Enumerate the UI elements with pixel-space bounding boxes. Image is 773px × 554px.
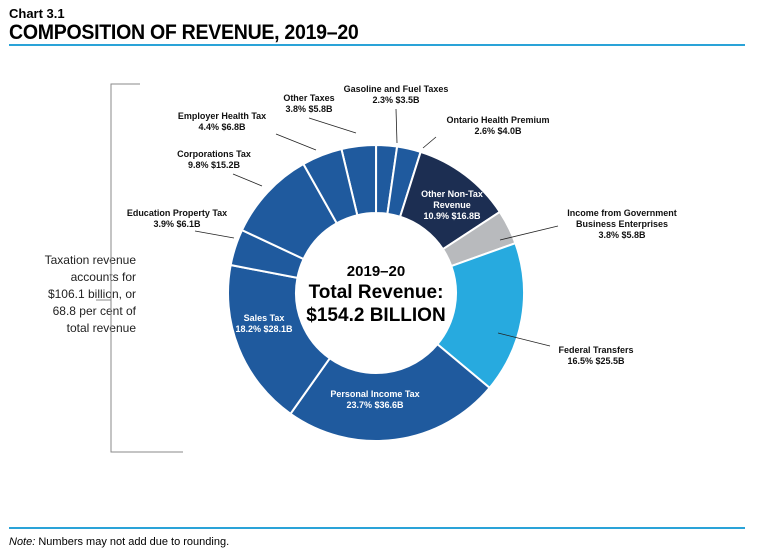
leader-line-corporations-tax xyxy=(232,173,263,187)
leader-line-other-taxes xyxy=(308,117,357,134)
side-note-line: $106.1 billion, or xyxy=(47,287,136,301)
taxation-bracket xyxy=(96,83,183,453)
chart-title: COMPOSITION OF REVENUE, 2019–20 xyxy=(9,21,359,44)
slice-label-sales-tax: Sales Tax 18.2% $28.1B xyxy=(235,313,293,334)
slice-label-other-non-tax-revenue: Other Non-Tax Revenue 10.9% $16.8B xyxy=(421,189,483,221)
leader-line-income-from-government-business-enterprises xyxy=(499,225,559,241)
slice-label-other-taxes: Other Taxes 3.8% $5.8B xyxy=(283,93,334,114)
leader-line-employer-health-tax xyxy=(275,133,317,151)
side-note-line: total revenue xyxy=(66,321,136,335)
slice-personal-income-tax xyxy=(289,342,492,442)
center-total-label: Total Revenue: xyxy=(309,282,444,303)
chart-number: Chart 3.1 xyxy=(9,6,65,21)
leader-line-federal-transfers xyxy=(497,332,551,347)
slice-employer-health-tax xyxy=(302,147,359,225)
footer-rule xyxy=(9,527,745,529)
side-note-line: accounts for xyxy=(70,270,136,284)
title-rule xyxy=(9,44,745,46)
slice-label-education-property-tax: Education Property Tax 3.9% $6.1B xyxy=(127,208,227,229)
slice-label-employer-health-tax: Employer Health Tax 4.4% $6.8B xyxy=(178,111,266,132)
slice-label-gasoline-and-fuel-taxes: Gasoline and Fuel Taxes 2.3% $3.5B xyxy=(344,84,449,105)
side-note-line: Taxation revenue xyxy=(44,253,136,267)
center-total-value: $154.2 BILLION xyxy=(306,305,445,326)
side-note-line: 68.8 per cent of xyxy=(52,304,136,318)
leader-line-ontario-health-premium xyxy=(422,136,437,149)
note-text: Numbers may not add due to rounding. xyxy=(35,536,230,548)
slice-label-ontario-health-premium: Ontario Health Premium 2.6% $4.0B xyxy=(446,115,549,136)
leader-line-education-property-tax xyxy=(194,230,235,239)
slice-label-personal-income-tax: Personal Income Tax 23.7% $36.6B xyxy=(330,389,419,410)
slice-label-federal-transfers: Federal Transfers 16.5% $25.5B xyxy=(558,345,633,366)
taxation-side-note: Taxation revenue accounts for $106.1 bil… xyxy=(14,252,136,337)
donut-center-label: 2019–20 Total Revenue: $154.2 BILLION xyxy=(306,263,445,326)
footnote: Note: Numbers may not add due to roundin… xyxy=(9,536,229,548)
slice-label-corporations-tax: Corporations Tax 9.8% $15.2B xyxy=(177,149,251,170)
slice-label-income-from-government-business-enterprises: Income from Government Business Enterpris… xyxy=(567,208,677,240)
center-year: 2019–20 xyxy=(347,263,405,280)
leader-line-gasoline-and-fuel-taxes xyxy=(395,108,398,144)
note-label: Note: xyxy=(9,536,36,548)
